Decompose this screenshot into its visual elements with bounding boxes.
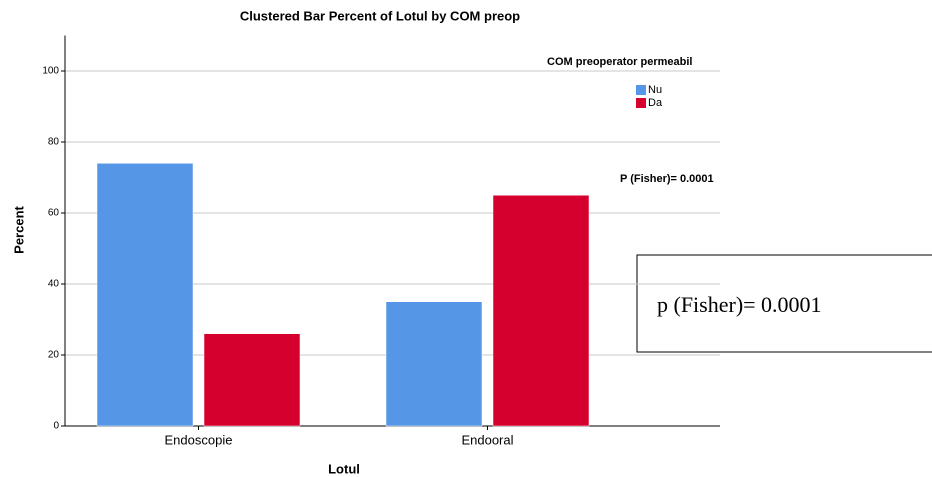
chart-title: Clustered Bar Percent of Lotul by COM pr…: [240, 8, 520, 23]
x-tick-label: Endoscopie: [165, 432, 233, 447]
legend-label: Da: [648, 97, 663, 109]
bar: [385, 301, 483, 427]
annotation-box: [636, 254, 932, 353]
y-axis-label: Percent: [11, 205, 26, 253]
bar: [203, 333, 301, 427]
x-tick-label: Endooral: [461, 432, 513, 447]
y-tick-label: 60: [48, 208, 60, 219]
legend-swatch: [636, 98, 646, 108]
y-tick-label: 20: [48, 350, 60, 361]
y-tick-label: 40: [48, 279, 60, 290]
legend-swatch: [636, 85, 646, 95]
x-axis-label: Lotul: [328, 461, 360, 476]
legend-title: COM preoperator permeabil: [547, 56, 692, 68]
annotation: p (Fisher)= 0.0001: [657, 292, 822, 317]
y-tick-label: 0: [53, 421, 59, 432]
y-tick-label: 80: [48, 137, 60, 148]
y-tick-label: 100: [42, 66, 59, 77]
bar: [492, 195, 590, 427]
legend-label: Nu: [648, 84, 662, 96]
annotation: P (Fisher)= 0.0001: [620, 173, 714, 185]
bar: [96, 163, 194, 427]
